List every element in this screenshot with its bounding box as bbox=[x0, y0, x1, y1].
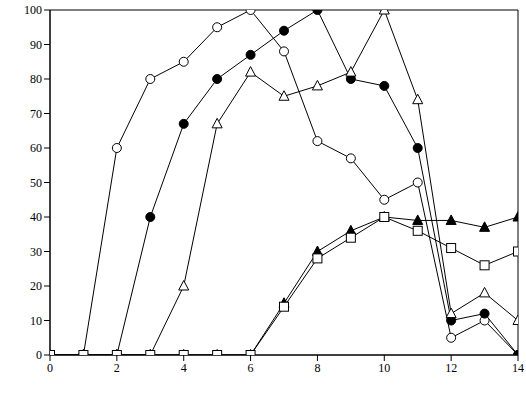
svg-text:60: 60 bbox=[30, 141, 42, 155]
svg-text:90: 90 bbox=[30, 38, 42, 52]
svg-text:14: 14 bbox=[512, 361, 518, 375]
svg-text:12: 12 bbox=[445, 361, 457, 375]
svg-text:10: 10 bbox=[378, 361, 390, 375]
svg-text:10: 10 bbox=[30, 314, 42, 328]
svg-text:4: 4 bbox=[181, 361, 187, 375]
svg-text:0: 0 bbox=[47, 361, 53, 375]
svg-text:30: 30 bbox=[30, 245, 42, 259]
svg-text:2: 2 bbox=[114, 361, 120, 375]
svg-text:6: 6 bbox=[248, 361, 254, 375]
svg-text:70: 70 bbox=[30, 107, 42, 121]
svg-text:50: 50 bbox=[30, 176, 42, 190]
svg-text:100: 100 bbox=[24, 3, 42, 17]
svg-text:8: 8 bbox=[314, 361, 320, 375]
svg-text:40: 40 bbox=[30, 210, 42, 224]
svg-text:0: 0 bbox=[36, 348, 42, 362]
svg-text:20: 20 bbox=[30, 279, 42, 293]
svg-text:80: 80 bbox=[30, 72, 42, 86]
